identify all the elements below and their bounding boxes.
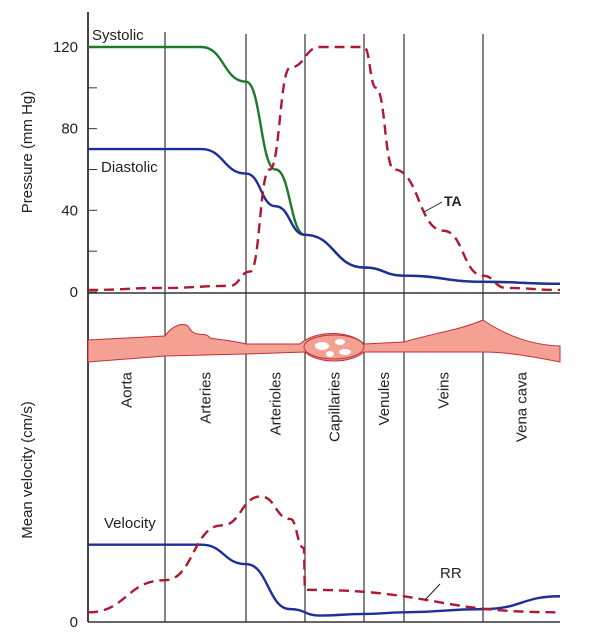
region-label: Veins <box>436 372 453 409</box>
velocity-curve <box>88 543 561 617</box>
ta-pointer <box>423 201 443 213</box>
y-tick-label: 120 <box>53 39 78 56</box>
y-ticks: 0 40 80 120 0 <box>53 39 97 631</box>
region-label: Arteries <box>198 372 215 424</box>
label-ta: TA <box>444 193 462 209</box>
y-axis-label-pressure: Pressure (mm Hg) <box>19 91 36 214</box>
y-tick-label: 0 <box>70 284 78 301</box>
rr-pointer <box>424 583 441 601</box>
y-axis-label-velocity: Mean velocity (cm/s) <box>19 401 36 539</box>
rr-curve <box>87 495 561 614</box>
label-rr: RR <box>440 565 462 582</box>
ta-curve <box>87 45 561 292</box>
vessel-illustration <box>87 319 561 363</box>
label-systolic: Systolic <box>92 27 144 44</box>
region-dividers <box>164 32 484 622</box>
region-label: Arterioles <box>268 372 285 435</box>
curves <box>87 45 561 617</box>
label-velocity: Velocity <box>104 515 156 532</box>
region-label: Aorta <box>119 371 136 408</box>
region-label: Venules <box>376 372 393 425</box>
region-labels: Aorta Arteries Arterioles Capillaries Venule… <box>119 371 531 442</box>
y-tick-label: 40 <box>61 202 78 219</box>
label-diastolic: Diastolic <box>101 159 158 176</box>
diastolic-curve <box>87 147 561 286</box>
region-label: Capillaries <box>327 372 344 442</box>
y-tick-label: 80 <box>61 121 78 138</box>
y-tick-label: 0 <box>70 614 78 631</box>
region-label: Vena cava <box>514 371 531 442</box>
systolic-curve <box>88 45 561 286</box>
